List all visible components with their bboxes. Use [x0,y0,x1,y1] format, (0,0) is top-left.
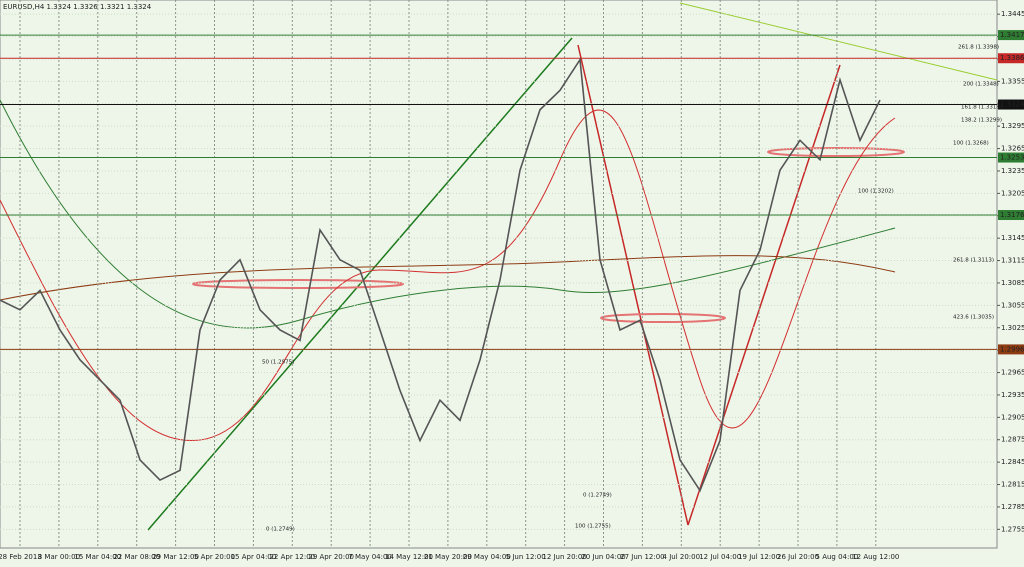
plot-area [0,0,998,549]
y-tick-label: 1.3205 [1001,189,1024,197]
fib-label: 100 (1.2755) [575,524,611,530]
x-tick-label: 19 Jul 12:00 [738,553,780,561]
x-tick-label: 5 Apr 20:00 [194,553,235,561]
x-tick-label: 7 May 04:00 [348,553,392,561]
fib-label: 0 (1.2749) [583,493,612,499]
y-tick-label: 1.3355 [1001,77,1024,85]
y-tick-label: 1.3445 [1001,10,1024,18]
y-tick-label: 1.2815 [1001,481,1024,489]
level-box [998,152,1024,163]
x-tick-label: 15 Mar 04:00 [74,553,121,561]
level-box [998,53,1024,64]
x-tick-label: 4 Jul 20:00 [663,553,701,561]
level-label: 1.3417 [1000,31,1024,39]
x-tick-label: 27 Jun 12:00 [620,553,664,561]
x-tick-label: 12 Aug 12:00 [852,553,899,561]
y-tick-label: 1.2935 [1001,391,1024,399]
fib-label: 261.8 (1.3398) [958,45,999,51]
level-label: 1.3324 [1000,101,1024,109]
x-tick-label: 12 Jul 04:00 [699,553,741,561]
x-tick-label: 29 Apr 20:00 [308,553,354,561]
fib-label: 138.2 (1.3299) [961,118,1002,124]
y-tick-label: 1.3055 [1001,301,1024,309]
x-tick-label: 22 Mar 08:00 [113,553,160,561]
y-tick-label: 1.3025 [1001,324,1024,332]
level-box [998,30,1024,41]
x-tick-label: 14 May 12:00 [385,553,433,561]
x-tick-label: 22 Apr 12:00 [269,553,315,561]
x-tick-label: 21 May 20:00 [424,553,472,561]
x-tick-label: 5 Aug 04:00 [816,553,859,561]
level-label: 1.3253 [1000,154,1024,162]
y-tick-label: 1.2845 [1001,458,1024,466]
x-tick-label: 12 Jun 20:00 [542,553,586,561]
y-tick-label: 1.2875 [1001,436,1024,444]
y-tick-label: 1.3115 [1001,257,1024,265]
level-label: 1.3176 [1000,211,1024,219]
x-tick-label: 29 May 04:00 [463,553,511,561]
x-tick-label: 8 Mar 00:00 [38,553,80,561]
x-tick-label: 15 Apr 04:00 [231,553,277,561]
price-line [0,57,881,493]
x-tick-label: 5 Jun 12:00 [506,553,546,561]
chart-title: EURUSD,H4 1.3324 1.3326 1.3321 1.3324 [3,3,152,11]
y-tick-label: 1.2905 [1001,413,1024,421]
x-tick-label: 26 Jul 20:00 [777,553,819,561]
x-tick-label: 20 Jun 04:00 [581,553,625,561]
y-tick-label: 1.2785 [1001,503,1024,511]
drawings [0,2,998,531]
fib-label: 161.8 (1.3318) [961,105,1002,111]
fib-label: 0 (1.2749) [266,527,295,533]
y-tick-label: 1.3265 [1001,145,1024,153]
fib-label: 261.8 (1.3113) [953,258,994,264]
fib-label: 200 (1.3348) [963,82,999,88]
fib-label: 100 (1.3268) [953,141,989,147]
level-label: 1.2996 [1000,345,1024,353]
y-tick-label: 1.2965 [1001,369,1024,377]
y-tick-label: 1.3145 [1001,234,1024,242]
x-tick-label: 28 Feb 2013 [0,553,42,561]
level-box [998,344,1024,355]
y-tick-label: 1.2755 [1001,525,1024,533]
y-tick-label: 1.3235 [1001,167,1024,175]
x-tick-label: 29 Mar 12:00 [152,553,199,561]
fib-label: 423.6 (1.3035) [953,315,994,321]
level-box [998,210,1024,221]
level-box [998,99,1024,110]
level-label: 1.3386 [1000,54,1024,62]
fib-label: 50 (1.2975) [262,360,294,366]
y-tick-label: 1.3295 [1001,122,1024,130]
y-tick-label: 1.3085 [1001,279,1024,287]
fib-label: 100 (1.3202) [858,189,894,195]
